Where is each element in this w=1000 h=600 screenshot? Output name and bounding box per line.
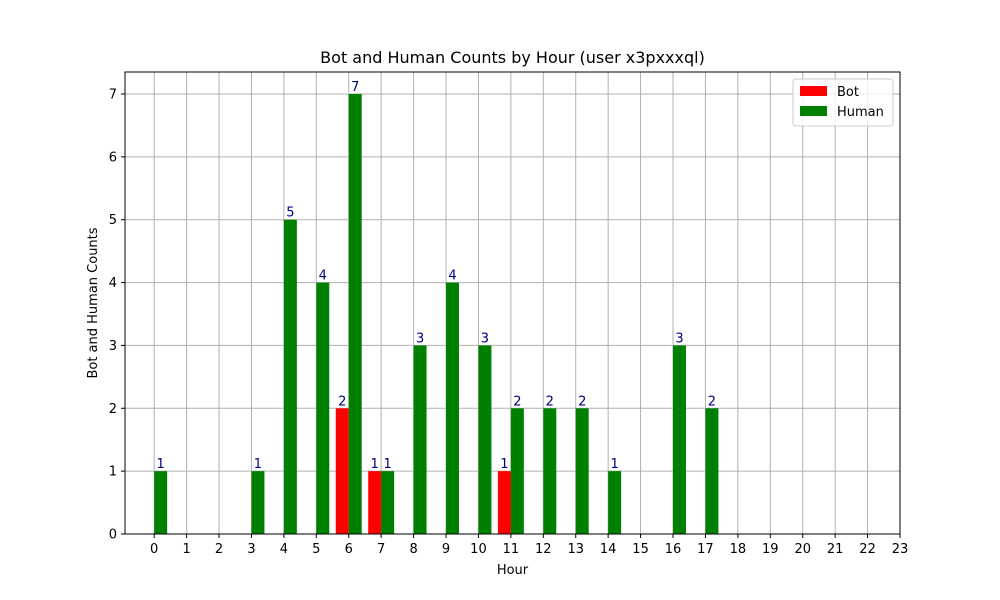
y-tick-label: 4 — [109, 276, 117, 291]
x-tick-label: 7 — [377, 542, 385, 557]
x-tick-label: 3 — [247, 542, 255, 557]
data-label-human-7: 1 — [384, 457, 392, 472]
data-label-human-5: 4 — [319, 269, 327, 284]
bar-human-17 — [705, 408, 719, 534]
bar-bot-11 — [497, 471, 511, 534]
x-tick-label: 20 — [794, 542, 811, 557]
y-axis-label: Bot and Human Counts — [86, 227, 101, 378]
x-tick-label: 5 — [312, 542, 320, 557]
x-tick-label: 18 — [730, 542, 747, 557]
x-tick-label: 21 — [827, 542, 844, 557]
x-tick-label: 16 — [665, 542, 682, 557]
data-label-human-9: 4 — [448, 269, 456, 284]
x-axis-ticks: 0 1 2 3 4 5 6 7 8 9 10 11 12 13 14 15 16 17 18 19 20 21 22 23 — [150, 534, 908, 557]
bar-human-0 — [154, 471, 168, 534]
bar-human-8 — [413, 345, 427, 534]
data-label-human-12: 2 — [546, 394, 554, 409]
y-axis-ticks: 0 1 2 3 4 5 6 7 — [109, 88, 125, 543]
legend-label-bot: Bot — [837, 85, 859, 100]
y-tick-label: 5 — [109, 213, 117, 228]
bar-human-7 — [381, 471, 395, 534]
x-tick-label: 17 — [697, 542, 714, 557]
legend-swatch-bot — [800, 86, 827, 96]
data-label-human-8: 3 — [416, 331, 424, 346]
bar-human-13 — [575, 408, 589, 534]
x-tick-label: 10 — [470, 542, 487, 557]
x-tick-label: 22 — [859, 542, 876, 557]
data-label-human-3: 1 — [254, 457, 262, 472]
bar-bot-6 — [335, 408, 349, 534]
x-tick-label: 19 — [762, 542, 779, 557]
y-tick-label: 6 — [109, 150, 117, 165]
bar-human-5 — [316, 282, 330, 534]
data-label-human-14: 1 — [611, 457, 619, 472]
x-tick-label: 12 — [535, 542, 552, 557]
bar-human-9 — [446, 282, 459, 534]
plot-frame — [124, 71, 901, 535]
data-label-bot-6: 2 — [338, 394, 346, 409]
data-label-human-13: 2 — [578, 394, 586, 409]
bar-human-6 — [348, 94, 362, 534]
data-label-human-4: 5 — [286, 206, 294, 221]
data-label-human-10: 3 — [481, 331, 489, 346]
legend: Bot Human — [792, 78, 894, 127]
bar-human-10 — [478, 345, 492, 534]
x-tick-label: 6 — [345, 542, 353, 557]
data-label-human-16: 3 — [675, 331, 683, 346]
data-label-human-11: 2 — [513, 394, 521, 409]
y-tick-label: 0 — [109, 528, 117, 543]
chart-title: Bot and Human Counts by Hour (user x3pxx… — [320, 48, 705, 67]
x-axis-label: Hour — [497, 563, 529, 578]
y-tick-label: 3 — [109, 339, 117, 354]
bar-human-16 — [673, 345, 686, 534]
bars — [154, 94, 719, 534]
bar-human-11 — [510, 408, 524, 534]
x-tick-label: 8 — [409, 542, 417, 557]
data-label-human-17: 2 — [708, 394, 716, 409]
x-tick-label: 14 — [600, 542, 617, 557]
bar-bot-7 — [368, 471, 382, 534]
data-label-bot-11: 1 — [500, 457, 508, 472]
data-label-human-0: 1 — [157, 457, 165, 472]
legend-swatch-human — [800, 106, 827, 116]
x-tick-label: 1 — [182, 542, 190, 557]
data-label-bot-7: 1 — [371, 457, 379, 472]
x-tick-label: 23 — [892, 542, 909, 557]
x-tick-label: 15 — [632, 542, 649, 557]
legend-label-human: Human — [837, 105, 884, 120]
x-tick-label: 0 — [150, 542, 158, 557]
x-tick-label: 13 — [567, 542, 584, 557]
y-tick-label: 7 — [109, 88, 117, 103]
data-label-human-6: 7 — [351, 80, 359, 95]
x-tick-label: 11 — [503, 542, 520, 557]
x-tick-label: 4 — [280, 542, 288, 557]
x-tick-label: 9 — [442, 542, 450, 557]
bar-human-3 — [251, 471, 265, 534]
bar-human-4 — [283, 219, 297, 534]
bar-human-12 — [543, 408, 557, 534]
bar-human-14 — [608, 471, 622, 534]
y-tick-label: 2 — [109, 402, 117, 417]
y-tick-label: 1 — [109, 465, 117, 480]
x-tick-label: 2 — [215, 542, 223, 557]
